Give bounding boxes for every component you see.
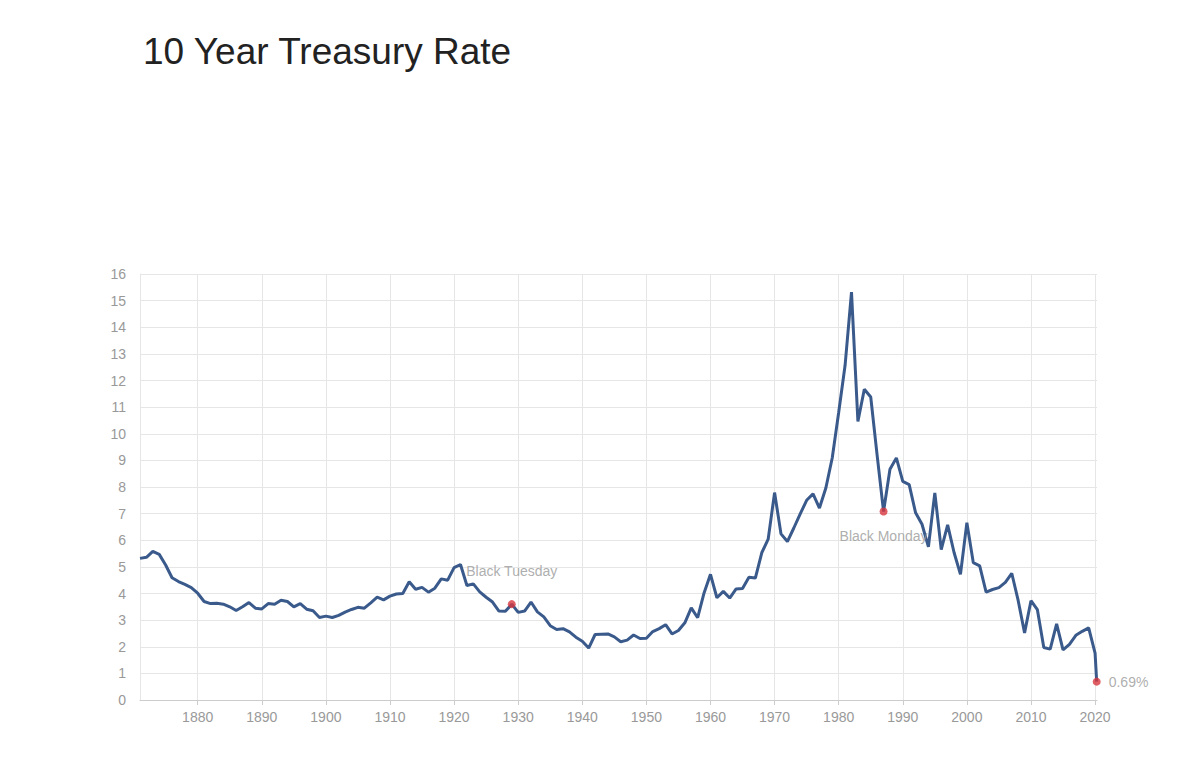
svg-text:2010: 2010 (1015, 709, 1046, 725)
svg-text:1910: 1910 (374, 709, 405, 725)
svg-text:1900: 1900 (310, 709, 341, 725)
svg-text:2: 2 (118, 639, 126, 655)
svg-text:3: 3 (118, 612, 126, 628)
svg-text:2020: 2020 (1079, 709, 1110, 725)
svg-text:4: 4 (118, 586, 126, 602)
svg-text:1950: 1950 (631, 709, 662, 725)
svg-text:10 Year Treasury Rate: 10 Year Treasury Rate (143, 31, 511, 72)
svg-text:7: 7 (118, 506, 126, 522)
svg-text:9: 9 (118, 452, 126, 468)
svg-text:1920: 1920 (439, 709, 470, 725)
svg-text:10: 10 (110, 426, 126, 442)
svg-text:Black Tuesday: Black Tuesday (466, 563, 557, 579)
svg-text:12: 12 (110, 373, 126, 389)
svg-text:5: 5 (118, 559, 126, 575)
svg-text:8: 8 (118, 479, 126, 495)
svg-text:13: 13 (110, 346, 126, 362)
svg-text:1970: 1970 (759, 709, 790, 725)
svg-text:Black Monday: Black Monday (840, 528, 928, 544)
svg-text:1980: 1980 (823, 709, 854, 725)
svg-text:14: 14 (110, 319, 126, 335)
svg-text:0: 0 (118, 692, 126, 708)
svg-text:0.69%: 0.69% (1109, 674, 1149, 690)
svg-text:1960: 1960 (695, 709, 726, 725)
svg-text:1: 1 (118, 665, 126, 681)
svg-text:2000: 2000 (951, 709, 982, 725)
svg-text:11: 11 (111, 399, 126, 415)
svg-text:16: 16 (110, 266, 126, 282)
svg-text:1930: 1930 (503, 709, 534, 725)
svg-text:6: 6 (118, 532, 126, 548)
svg-text:1890: 1890 (246, 709, 277, 725)
svg-text:15: 15 (110, 293, 126, 309)
svg-text:1940: 1940 (567, 709, 598, 725)
svg-text:1990: 1990 (887, 709, 918, 725)
svg-text:1880: 1880 (182, 709, 213, 725)
